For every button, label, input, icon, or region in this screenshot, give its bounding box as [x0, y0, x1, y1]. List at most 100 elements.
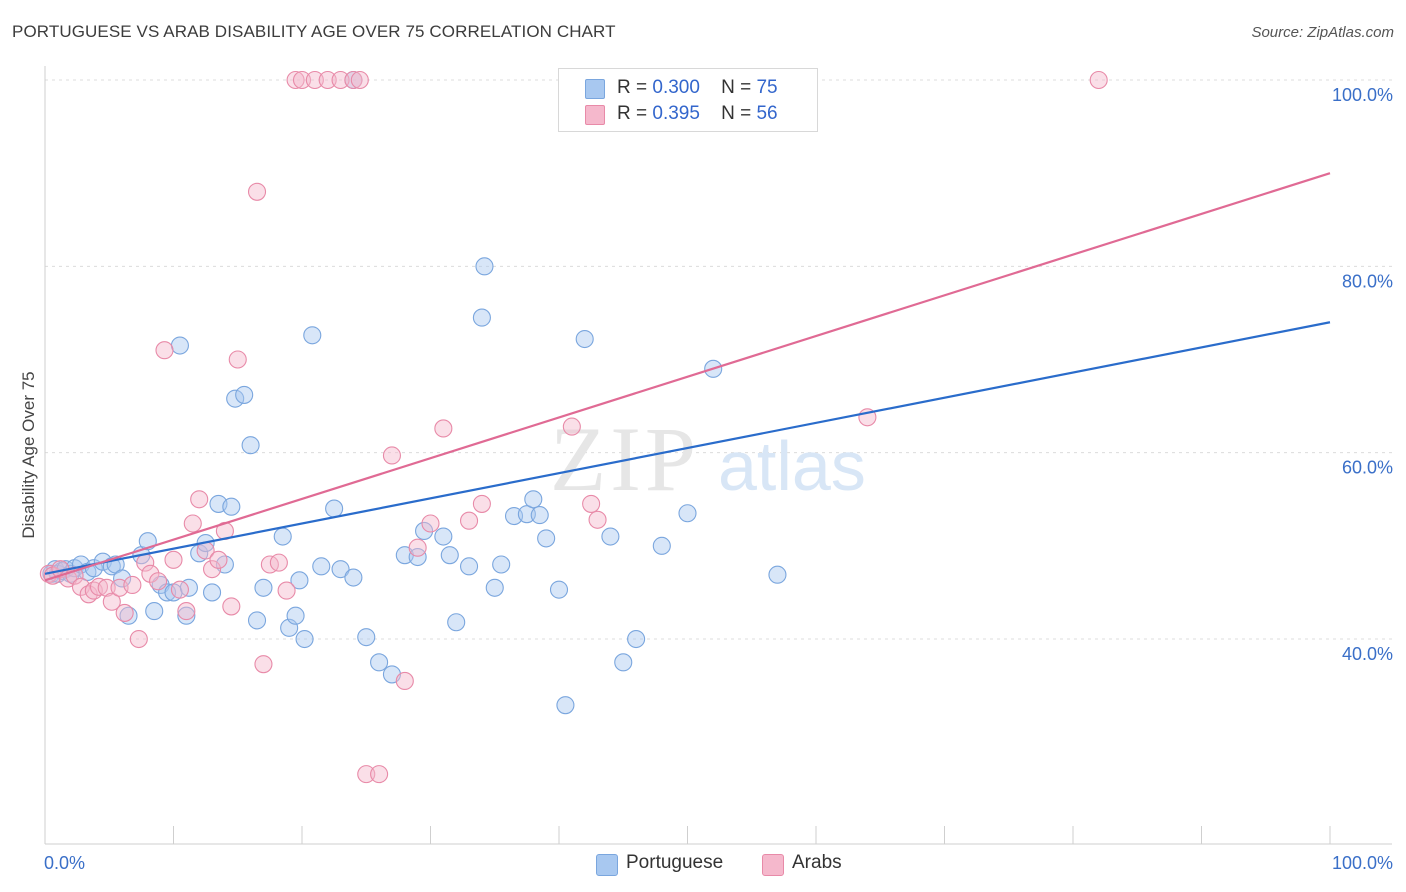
point-arabs-9: [97, 578, 116, 597]
point-arabs-52: [582, 494, 601, 513]
point-portuguese-69: [652, 536, 671, 555]
point-arabs-30: [247, 182, 267, 201]
point-arabs-28: [222, 597, 241, 616]
y-tick-label-3: 100.0%: [1332, 85, 1393, 105]
watermark-atlas: atlas: [718, 427, 866, 505]
point-portuguese-49: [408, 547, 427, 567]
x-tick-labels: 0.0% 100.0%: [44, 853, 1393, 873]
point-arabs-41: [350, 70, 369, 90]
point-portuguese-44: [344, 568, 363, 587]
point-portuguese-30: [226, 389, 245, 408]
stats-swatch-portuguese: [585, 79, 605, 99]
point-arabs-53: [588, 510, 607, 529]
point-portuguese-45: [357, 628, 376, 647]
point-portuguese-46: [370, 653, 389, 672]
point-portuguese-57: [492, 555, 511, 574]
point-portuguese-38: [290, 571, 309, 590]
point-arabs-18: [155, 341, 174, 360]
point-portuguese-63: [549, 580, 569, 599]
trend-line-arabs: [44, 172, 1331, 582]
chart-title: PORTUGUESE VS ARAB DISABILITY AGE OVER 7…: [12, 22, 616, 41]
y-tick-label-0: 40.0%: [1342, 644, 1393, 664]
point-portuguese-67: [614, 653, 633, 672]
point-arabs-49: [459, 511, 479, 530]
point-portuguese-37: [286, 606, 305, 625]
point-portuguese-62: [537, 529, 556, 548]
point-portuguese-35: [273, 527, 292, 546]
point-portuguese-17: [145, 602, 164, 621]
point-portuguese-51: [434, 527, 453, 546]
point-arabs-25: [203, 560, 222, 579]
point-portuguese-68: [627, 629, 646, 649]
point-arabs-55: [1089, 70, 1108, 90]
point-arabs-45: [395, 671, 414, 691]
x-tick-label-0: 0.0%: [44, 853, 85, 873]
point-arabs-39: [331, 70, 350, 90]
point-portuguese-55: [472, 308, 491, 327]
r-label: R =: [617, 103, 648, 124]
axes: [44, 66, 1392, 845]
point-portuguese-32: [241, 436, 260, 455]
point-arabs-29: [228, 350, 247, 369]
series-legend: Portuguese Arabs: [0, 852, 1406, 878]
point-arabs-10: [102, 592, 121, 611]
n-value: 75: [756, 77, 778, 98]
n-value: 56: [756, 103, 778, 124]
y-tick-label-1: 60.0%: [1342, 458, 1393, 478]
point-arabs-23: [190, 490, 209, 509]
point-portuguese-56: [485, 578, 504, 597]
point-arabs-46: [408, 538, 427, 557]
point-portuguese-43: [331, 560, 350, 579]
point-arabs-48: [434, 419, 453, 438]
point-portuguese-33: [247, 611, 267, 630]
stats-legend: R = 0.300 N = 75 R = 0.395 N = 56: [558, 68, 818, 132]
point-arabs-17: [149, 572, 168, 591]
point-arabs-8: [89, 577, 109, 596]
point-arabs-42: [357, 765, 376, 784]
point-arabs-38: [318, 70, 337, 90]
point-arabs-35: [286, 70, 305, 90]
point-portuguese-29: [222, 497, 241, 516]
point-portuguese-66: [601, 527, 620, 546]
y-tick-labels: 40.0% 60.0% 80.0% 100.0%: [1332, 85, 1393, 664]
point-portuguese-26: [203, 583, 222, 602]
point-arabs-33: [269, 553, 288, 572]
point-arabs-20: [170, 580, 189, 599]
point-portuguese-54: [459, 557, 479, 576]
point-arabs-32: [260, 555, 279, 574]
point-arabs-50: [472, 494, 491, 513]
trend-lines: [44, 172, 1331, 582]
legend-label-arabs: Arabs: [792, 852, 842, 873]
point-portuguese-50: [415, 521, 434, 540]
point-portuguese-31: [235, 385, 254, 404]
watermark-zip: ZIP: [550, 408, 700, 510]
point-portuguese-73: [475, 257, 494, 276]
point-portuguese-52: [440, 546, 459, 565]
grid-lines: [45, 79, 1392, 640]
point-portuguese-23: [179, 578, 198, 597]
point-portuguese-34: [254, 578, 273, 597]
point-arabs-13: [123, 575, 142, 595]
y-tick-label-2: 80.0%: [1342, 271, 1393, 291]
n-label: N =: [721, 77, 752, 98]
point-arabs-36: [292, 70, 312, 90]
source-credit: Source: ZipAtlas.com: [1251, 24, 1394, 41]
series-portuguese-points: [42, 70, 787, 715]
point-portuguese-22: [177, 606, 196, 625]
point-portuguese-41: [312, 557, 331, 576]
point-portuguese-39: [295, 629, 314, 649]
n-label: N =: [721, 103, 752, 124]
legend-swatch-portuguese: [596, 854, 618, 876]
point-portuguese-40: [303, 326, 322, 345]
series-arabs-points: [39, 70, 1108, 784]
x-tick-label-1: 100.0%: [1332, 853, 1393, 873]
point-portuguese-59: [517, 505, 536, 524]
point-portuguese-70: [678, 504, 697, 523]
r-value: 0.395: [652, 103, 700, 124]
point-arabs-14: [129, 629, 148, 649]
point-arabs-31: [254, 655, 273, 674]
point-arabs-26: [209, 550, 228, 569]
point-arabs-51: [562, 417, 581, 436]
point-portuguese-21: [170, 336, 189, 355]
r-label: R =: [617, 77, 648, 98]
